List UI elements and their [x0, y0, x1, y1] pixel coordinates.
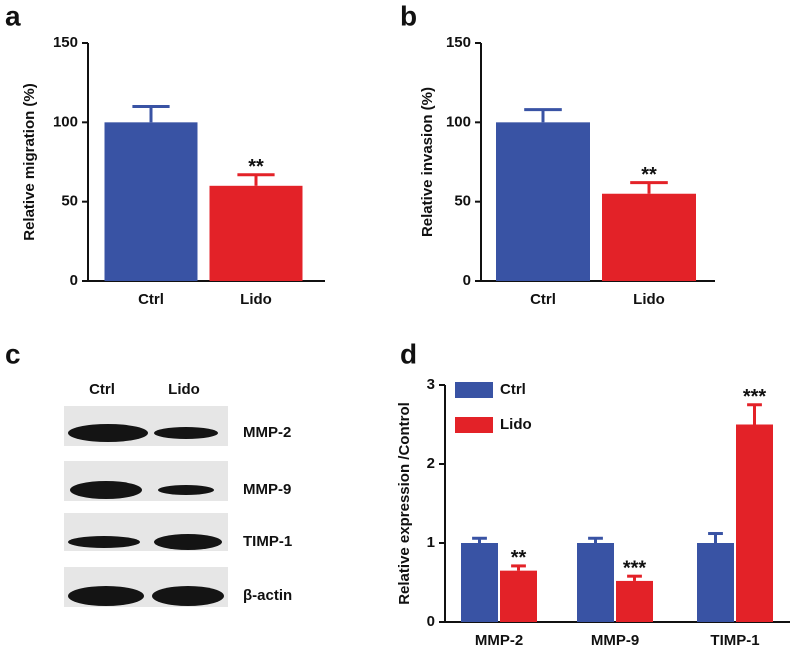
blot-band: [68, 536, 140, 548]
blot-band: [154, 534, 222, 550]
western-blot: c Ctrl Lido MMP-2 MMP-9 TIMP-1 β-actin: [5, 338, 292, 607]
y-tick-label: 3: [427, 376, 435, 393]
x-tick-label: Lido: [633, 291, 665, 308]
y-tick-label: 150: [53, 34, 78, 51]
bar: [500, 570, 537, 622]
y-tick-label: 0: [70, 272, 78, 289]
y-tick-label: 1: [427, 534, 435, 551]
blot-row-label: β-actin: [243, 587, 292, 604]
legend-label: Lido: [500, 416, 532, 433]
y-tick-label: 100: [53, 113, 78, 130]
significance-label: **: [641, 164, 657, 186]
panel-letter: c: [5, 338, 21, 369]
x-tick-label: Lido: [240, 291, 272, 308]
bar: [104, 122, 198, 281]
blot-column-label: Ctrl: [89, 381, 115, 398]
bar: [577, 543, 614, 622]
blot-row-label: TIMP-1: [243, 533, 292, 550]
bar: [616, 580, 653, 622]
x-tick-label: Ctrl: [530, 291, 556, 308]
blot-band: [152, 586, 224, 606]
bar: [496, 122, 590, 281]
y-axis-label: Relative migration (%): [21, 83, 38, 241]
blot-band: [158, 485, 214, 495]
bar: [736, 424, 773, 622]
x-tick-label: Ctrl: [138, 291, 164, 308]
blot-band: [68, 586, 144, 606]
blot-band: [154, 427, 218, 439]
legend-label: Ctrl: [500, 381, 526, 398]
y-tick-label: 50: [454, 193, 471, 210]
x-tick-label: MMP-9: [591, 632, 639, 649]
y-axis-label: Relative expression /Control: [396, 402, 413, 605]
blot-row-label: MMP-9: [243, 481, 291, 498]
x-tick-label: MMP-2: [475, 632, 523, 649]
significance-label: **: [248, 156, 264, 178]
blot-row-label: MMP-2: [243, 424, 291, 441]
blot-column-label: Lido: [168, 381, 200, 398]
y-axis-label: Relative invasion (%): [419, 87, 436, 237]
y-tick-label: 0: [427, 613, 435, 630]
panel-letter: b: [400, 0, 417, 31]
y-tick-label: 100: [446, 113, 471, 130]
legend-swatch: [455, 417, 493, 433]
significance-label: ***: [743, 386, 767, 408]
y-tick-label: 2: [427, 455, 435, 472]
bar: [461, 543, 498, 622]
bar: [602, 193, 696, 281]
blot-band: [68, 424, 148, 442]
significance-label: ***: [623, 557, 647, 579]
bar: [209, 185, 303, 281]
x-tick-label: TIMP-1: [710, 632, 759, 649]
y-tick-label: 0: [463, 272, 471, 289]
significance-label: **: [511, 547, 527, 569]
blot-band: [70, 481, 142, 499]
y-tick-label: 150: [446, 34, 471, 51]
panel-letter: a: [5, 0, 21, 31]
panel-letter: d: [400, 338, 417, 369]
y-tick-label: 50: [61, 193, 78, 210]
bar: [697, 543, 734, 622]
legend-swatch: [455, 382, 493, 398]
